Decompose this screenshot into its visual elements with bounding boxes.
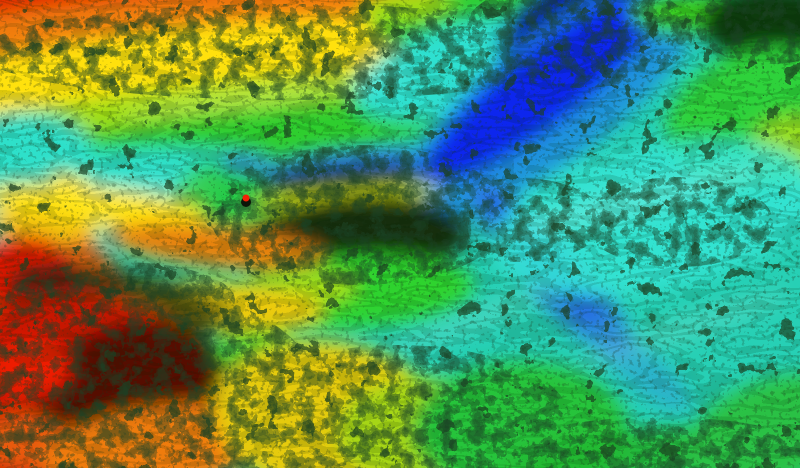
tower-point (242, 194, 250, 202)
point-features-layer (241, 194, 251, 207)
